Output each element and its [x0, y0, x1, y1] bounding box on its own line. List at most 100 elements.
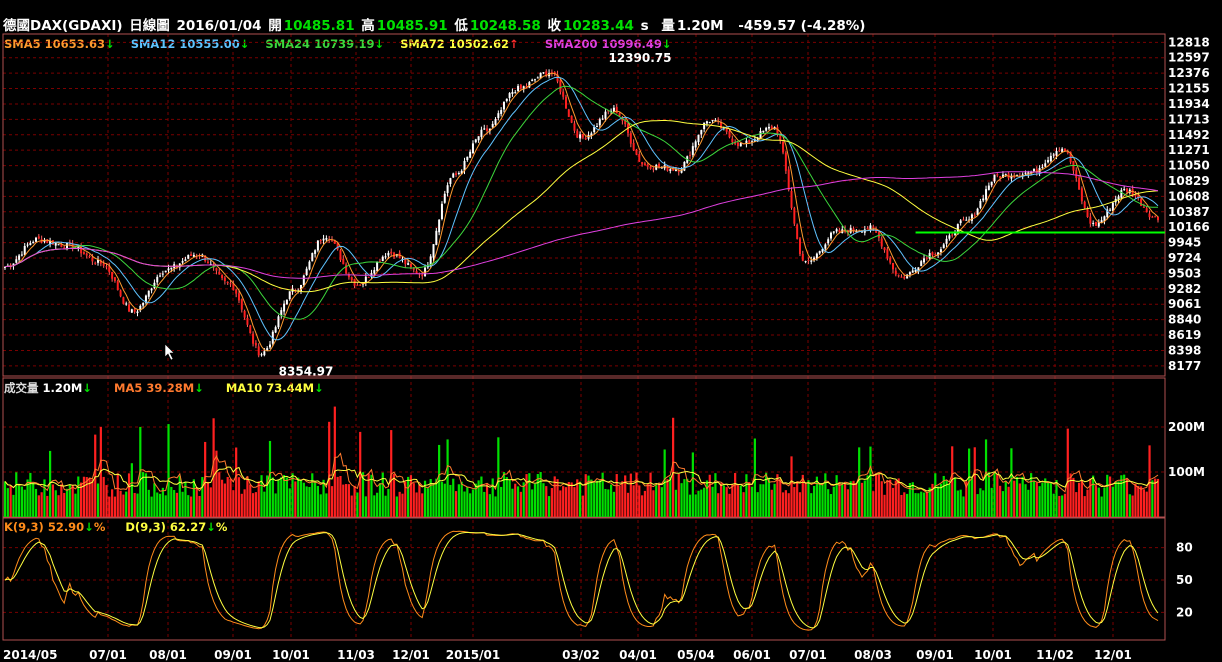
index-name: 德國DAX(GDAXI) — [3, 18, 123, 34]
candle-body — [937, 252, 940, 256]
candle-body — [903, 276, 906, 279]
volume-bar — [1103, 487, 1106, 517]
candle-body — [872, 226, 875, 228]
volume-bar — [1156, 478, 1160, 517]
open-label: 開 — [268, 18, 282, 34]
sma24-label: SMA24 — [265, 37, 311, 51]
k-suffix: % — [93, 520, 106, 534]
volume-bar — [1092, 475, 1095, 517]
sma-line-sma5 — [4, 72, 1159, 352]
volume-bar — [612, 491, 616, 517]
candle-body — [767, 126, 770, 129]
volume-bar — [683, 479, 686, 517]
candle-body — [581, 133, 584, 138]
low-value: 10248.58 — [469, 18, 541, 34]
volume-bar — [215, 450, 218, 517]
volume-bar — [965, 481, 968, 517]
volume-bar — [787, 493, 790, 517]
volume-bar — [440, 481, 444, 517]
candle-body — [252, 333, 255, 344]
candle-body — [350, 277, 353, 281]
candle-body — [1010, 176, 1013, 179]
x-tick-label: 11/02 — [1036, 648, 1074, 662]
volume-bar — [288, 488, 291, 517]
volume-bar — [731, 484, 734, 517]
vol-ma10-value: 73.44M — [266, 381, 315, 395]
down-arrow-icon: ↓ — [194, 381, 204, 395]
candle-body — [908, 272, 911, 275]
candle-body — [300, 284, 303, 292]
candle-body — [491, 123, 494, 128]
candle-body — [187, 255, 190, 259]
candle-body — [982, 198, 985, 201]
volume-bar — [328, 421, 331, 517]
candle-body — [156, 276, 159, 283]
volume-bar — [404, 481, 407, 517]
volume-bar — [243, 489, 246, 517]
kd-tick-label: 50 — [1176, 573, 1193, 587]
volume-bar — [798, 492, 802, 517]
volume-bar — [841, 483, 844, 517]
volume-bar — [201, 477, 204, 517]
price-tick-label: 12818 — [1168, 35, 1210, 49]
candle-body — [815, 253, 818, 259]
candle-body — [43, 240, 46, 242]
volume-bar — [1108, 476, 1112, 517]
candle-body — [691, 146, 694, 155]
candle-body — [517, 85, 520, 92]
candle-body — [672, 168, 675, 171]
volume-bar — [542, 483, 545, 517]
volume-bar — [477, 480, 480, 517]
volume-bar — [395, 496, 398, 517]
candle-body — [528, 82, 531, 88]
candle-body — [824, 244, 827, 249]
candle-body — [643, 163, 646, 166]
volume-bar — [773, 483, 776, 517]
candle-body — [708, 121, 711, 123]
candle-body — [274, 327, 277, 333]
candle-body — [931, 252, 934, 256]
candle-body — [694, 141, 697, 148]
volume-bar — [1123, 474, 1126, 517]
volume-bar — [32, 482, 35, 517]
x-tick-label: 11/03 — [337, 648, 375, 662]
volume-bar — [750, 486, 754, 517]
volume-bar — [770, 489, 773, 517]
sma12-label: SMA12 — [130, 37, 176, 51]
volume-legend: 成交量 1.20M↓ MA5 39.28M↓ MA10 73.44M↓ — [4, 380, 324, 396]
panel-frame — [2, 517, 1166, 641]
volume-bar — [412, 483, 415, 517]
candle-body — [624, 120, 627, 125]
volume-bar — [663, 449, 666, 517]
candle-body — [632, 142, 635, 151]
volume-bar — [1134, 483, 1137, 517]
candle-body — [720, 121, 723, 129]
k-line — [4, 530, 1159, 631]
d-legend: D(9,3) 62.27↓% — [125, 520, 227, 534]
volume-bar — [189, 496, 193, 517]
candle-body — [63, 247, 66, 249]
volume-bar — [94, 434, 97, 517]
volume-bar — [359, 431, 362, 517]
candle-body — [838, 229, 841, 233]
sma5-label: SMA5 — [4, 37, 41, 51]
down-arrow-icon: ↓ — [374, 37, 385, 51]
x-tick-label: 03/02 — [562, 648, 600, 662]
candle-body — [237, 293, 240, 301]
volume-bar — [435, 478, 438, 517]
candle-body — [339, 250, 342, 261]
candle-body — [550, 72, 553, 74]
candle-body — [790, 190, 793, 208]
volume-bar — [638, 485, 641, 517]
price-tick-label: 11934 — [1168, 97, 1210, 111]
volume-bar — [350, 495, 353, 517]
x-tick-label: 10/01 — [974, 648, 1012, 662]
volume-bar — [908, 483, 912, 517]
volume-bar — [65, 488, 69, 517]
candle-body — [860, 231, 863, 233]
d-label: D(9,3) — [125, 520, 166, 534]
candle-body — [483, 128, 486, 130]
volume-legend-label: 成交量 — [4, 381, 39, 395]
candle-body — [26, 244, 29, 246]
